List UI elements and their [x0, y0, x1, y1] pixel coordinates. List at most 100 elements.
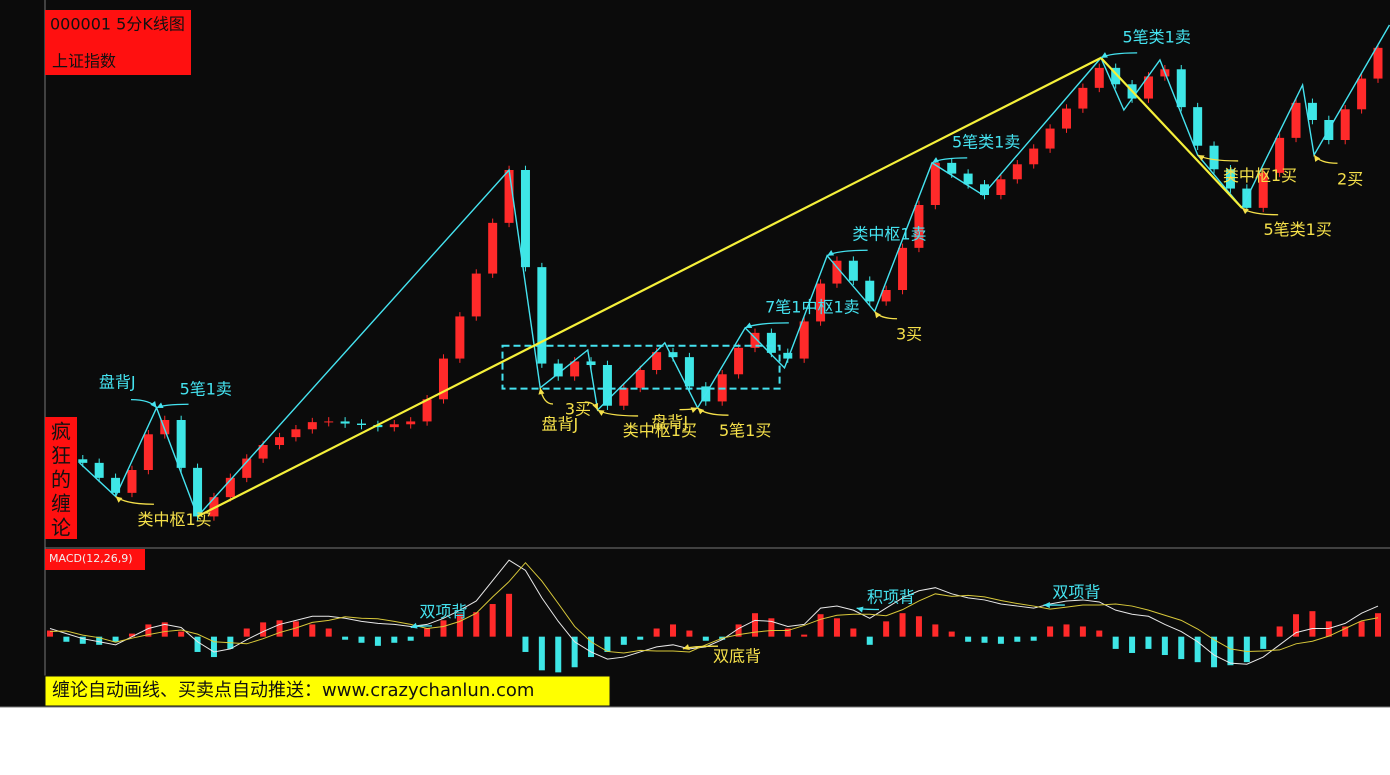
header-box: 000001 5分K线图 上证指数 [45, 10, 191, 75]
candle-body [1225, 169, 1235, 189]
annotation-label: 5笔类1买 [1263, 220, 1331, 239]
candle-body [176, 420, 186, 468]
macd-bar [210, 636, 217, 658]
candle-body [389, 424, 399, 428]
arrow-head [115, 496, 123, 503]
candle-body [914, 205, 924, 248]
candle-body [422, 399, 432, 422]
macd-bar [981, 636, 988, 643]
macd-bar [1342, 626, 1349, 637]
macd-bar [374, 636, 381, 646]
candle-body [111, 477, 121, 493]
candle-body [1094, 67, 1104, 88]
footer-background [44, 675, 611, 707]
candle-body [324, 421, 334, 423]
macd-bar [817, 614, 824, 637]
macd-bar [948, 631, 955, 637]
macd-bar [47, 630, 53, 637]
macd-bar [1211, 636, 1218, 668]
macd-bar [965, 636, 972, 642]
macd-bar [915, 616, 922, 637]
candle-body [750, 332, 760, 348]
footer-text: 缠论自动画线、买卖点自动推送：www.crazychanlun.com [52, 680, 534, 701]
macd-bar [784, 628, 791, 637]
macd-bar [128, 633, 135, 637]
macd-bar [292, 621, 299, 637]
candle-body [209, 497, 219, 517]
candle-body [602, 365, 612, 406]
candle-body [996, 179, 1006, 195]
candle-body [537, 267, 547, 364]
candle-body [455, 316, 465, 359]
macd-bar [588, 636, 595, 658]
annotation-label: 3买 [565, 400, 591, 419]
macd-bar [866, 636, 873, 645]
candle-body [357, 423, 367, 425]
annotation-label: 类中枢1卖 [852, 225, 926, 244]
arrow-head [827, 250, 835, 256]
macd-bar [79, 636, 86, 644]
macd-bar [456, 614, 463, 637]
candle-body [1291, 102, 1301, 138]
macd-bar [260, 622, 267, 637]
macd-bar [1178, 636, 1185, 660]
macd-label-background [45, 549, 145, 570]
macd-bar [883, 621, 890, 637]
macd-bar [473, 612, 480, 637]
candle-body [488, 222, 498, 274]
candle-body [1143, 76, 1153, 99]
candle-body [947, 162, 957, 174]
annotation-label: 5笔1卖 [180, 380, 232, 399]
macd-bar [358, 636, 365, 643]
macd-bar [555, 636, 562, 673]
macd-bar [1047, 626, 1054, 637]
annotation-label: 盘背J [651, 412, 688, 431]
zhongshu-box [501, 344, 781, 390]
macd-bar [1276, 626, 1283, 637]
macd-bar [932, 624, 939, 637]
annotation-label: 盘背J [542, 415, 579, 434]
arrow-head [932, 157, 940, 163]
candle-body [1078, 87, 1088, 109]
macd-bar [768, 618, 775, 637]
candle-body [898, 247, 908, 290]
candle-body [1357, 78, 1367, 110]
annotation-label: 双底背 [713, 647, 761, 666]
candle-body [291, 429, 301, 438]
arrow-head [682, 644, 690, 650]
annotation-label: 3买 [896, 325, 922, 344]
macd-bar [538, 636, 545, 671]
arrow-head [1043, 602, 1050, 609]
macd-bar [178, 631, 185, 637]
candle-body [832, 260, 842, 284]
candle-body [1307, 102, 1317, 120]
macd-bar [653, 628, 660, 637]
macd-bar [735, 624, 742, 637]
annotation-label: 7笔1中枢1卖 [765, 297, 860, 316]
macd-bar [161, 622, 168, 637]
candle-body [652, 352, 662, 370]
macd-bar [1375, 613, 1381, 637]
candle-body [635, 370, 645, 388]
macd-bar [1129, 636, 1136, 653]
macd-bar [1309, 611, 1316, 637]
candle-body [78, 459, 88, 463]
candle-body [340, 421, 350, 424]
header-background [45, 10, 191, 75]
candle-body [127, 470, 137, 493]
candle-body [94, 462, 104, 478]
arrow-head [538, 387, 545, 395]
arrow-head [690, 407, 698, 413]
candle-body [143, 434, 153, 470]
macd-bar [997, 636, 1004, 644]
arrow-head [874, 311, 881, 319]
arrow-head [697, 407, 705, 415]
candle-body [1209, 145, 1219, 170]
candle-body [1012, 164, 1022, 180]
candle-body [816, 283, 826, 322]
candle-body [1275, 137, 1285, 173]
arrow-head [410, 622, 418, 629]
